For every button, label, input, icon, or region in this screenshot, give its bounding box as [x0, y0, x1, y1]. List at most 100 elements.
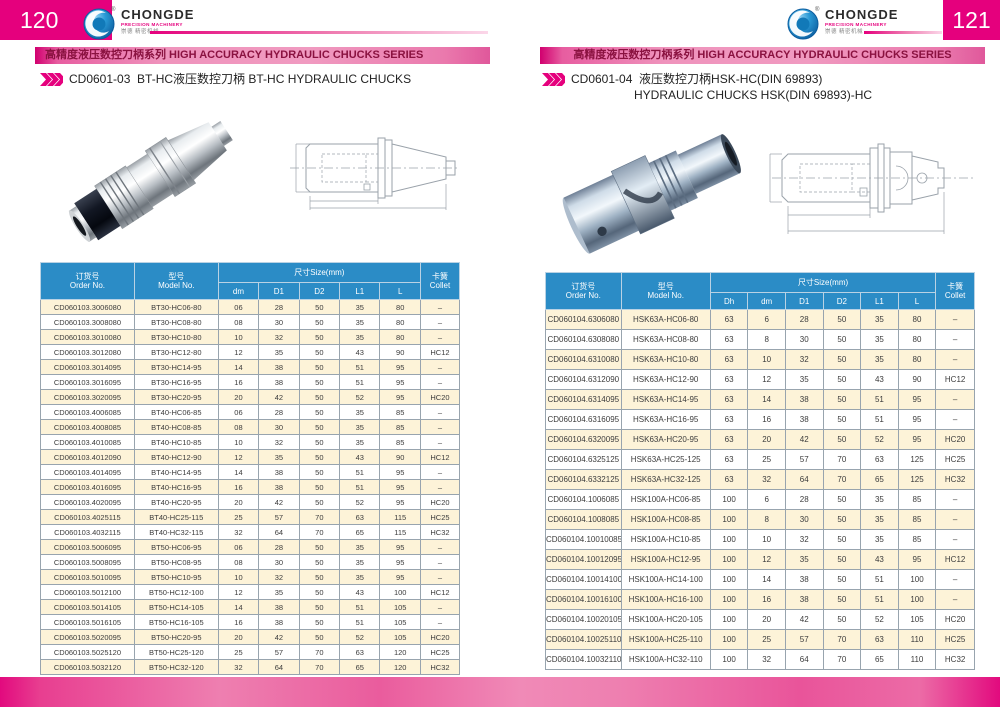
table-cell: BT50-HC16-105 — [133, 614, 219, 630]
table-cell: 42 — [258, 494, 300, 510]
table-cell: 42 — [258, 389, 300, 405]
table-cell: HC32 — [935, 469, 975, 490]
table-row: CD060104.6314095 HSK63A-HC14-95 63 14 38 50 51… — [545, 389, 975, 410]
table-cell: 50 — [298, 569, 341, 585]
table-row: CD060103.4008085 BT40-HC08-85 08 30 50 35 85– — [40, 419, 461, 435]
table-cell: 80 — [379, 314, 421, 330]
table-cell: 43 — [860, 549, 899, 570]
col-header-dm: dm — [747, 292, 786, 310]
table-cell: – — [419, 614, 461, 630]
table-cell: 115 — [379, 509, 421, 525]
table-cell: CD060103.4020095 — [40, 494, 135, 510]
table-cell: 50 — [822, 609, 862, 630]
table-cell: 35 — [339, 314, 381, 330]
table-cell: 6 — [747, 309, 786, 330]
table-cell: 50 — [822, 389, 862, 410]
table-cell: 110 — [897, 629, 937, 650]
table-cell: 16 — [217, 479, 260, 495]
table-cell: 85 — [897, 489, 937, 510]
table-cell: CD060104.6320095 — [545, 429, 622, 450]
brand-tagline: PRECISION MACHINERY — [121, 22, 183, 27]
table-cell: 50 — [298, 629, 341, 645]
col-header-size: 尺寸Size(mm) — [709, 272, 937, 293]
table-cell: HC20 — [935, 429, 975, 450]
table-cell: BT40-HC06-85 — [133, 404, 219, 420]
table-cell: 50 — [298, 344, 341, 360]
table-row: CD060104.10020105 HSK100A-HC20-105 100 20 42… — [545, 609, 975, 630]
table-cell: HC12 — [419, 584, 461, 600]
table-cell: 14 — [747, 569, 786, 590]
table-cell: 28 — [258, 404, 300, 420]
table-cell: 105 — [897, 609, 937, 630]
table-row: CD060103.3006080 BT30-HC06-80 06 28 50 35 80– — [40, 299, 461, 315]
hsk-spec-table: 订货号 Order No. 型号 Model No. 尺寸Size(mm) 卡簧 Colle… — [545, 272, 975, 670]
table-cell: HC32 — [935, 649, 975, 670]
table-cell: HC20 — [419, 494, 461, 510]
table-cell: – — [419, 359, 461, 375]
hsk-chuck-photo — [562, 134, 741, 254]
col-header-size: 尺寸Size(mm) — [217, 262, 421, 283]
table-cell: 51 — [339, 599, 381, 615]
table-row: CD060104.6316095 HSK63A-HC16-95 63 16 38 50 51… — [545, 409, 975, 430]
table-cell: 35 — [339, 419, 381, 435]
table-row: CD060104.6310080 HSK63A-HC10-80 63 10 32 50 35… — [545, 349, 975, 370]
table-cell: 50 — [298, 449, 341, 465]
table-cell: 63 — [709, 389, 749, 410]
table-cell: 35 — [860, 489, 899, 510]
table-cell: 80 — [379, 299, 421, 315]
table-cell: 16 — [217, 614, 260, 630]
table-cell: CD060104.6312090 — [545, 369, 622, 390]
table-cell: – — [419, 314, 461, 330]
table-cell: CD060103.4016095 — [40, 479, 135, 495]
table-cell: – — [935, 589, 975, 610]
table-cell: 38 — [258, 479, 300, 495]
table-cell: – — [419, 299, 461, 315]
table-row: CD060103.3008080 BT30-HC08-80 08 30 50 35 80– — [40, 314, 461, 330]
section-title-text: CD0601-03 BT-HC液压数控刀柄 BT-HC HYDRAULIC CH… — [69, 72, 411, 88]
table-cell: BT50-HC12-100 — [133, 584, 219, 600]
table-cell: 43 — [339, 344, 381, 360]
table-cell: 50 — [822, 549, 862, 570]
page-number: 121 — [943, 0, 1000, 40]
table-cell: 125 — [897, 449, 937, 470]
table-cell: 16 — [747, 589, 786, 610]
table-cell: 57 — [258, 509, 300, 525]
table-cell: 06 — [217, 539, 260, 555]
table-cell: HC25 — [935, 629, 975, 650]
table-cell: 35 — [784, 549, 824, 570]
table-cell: HSK100A-HC32-110 — [620, 649, 711, 670]
table-cell: HC25 — [935, 449, 975, 470]
table-cell: CD060103.3010080 — [40, 329, 135, 345]
table-cell: CD060103.4010085 — [40, 434, 135, 450]
table-cell: 51 — [860, 589, 899, 610]
table-row: CD060103.5010095 BT50-HC10-95 10 32 50 35 95– — [40, 569, 461, 585]
table-cell: CD060103.4014095 — [40, 464, 135, 480]
table-cell: 38 — [258, 599, 300, 615]
table-cell: 32 — [217, 524, 260, 540]
table-cell: 51 — [339, 479, 381, 495]
table-cell: 50 — [822, 309, 862, 330]
table-cell: BT30-HC14-95 — [133, 359, 219, 375]
table-cell: 30 — [258, 554, 300, 570]
catalog-page-right: 121 ® CHONGDE PRECISION MACHINERY 崇德 精密机… — [500, 0, 1000, 707]
table-cell: HC32 — [419, 659, 461, 675]
bt-chuck-drawing — [290, 137, 460, 210]
table-cell: – — [419, 464, 461, 480]
table-row: CD060104.10012095 HSK100A-HC12-95 100 12 35 5… — [545, 549, 975, 570]
section-title-text: CD0601-04 液压数控刀柄HSK-HC(DIN 69893) HYDRAU… — [571, 72, 872, 103]
section-name: BT-HC液压数控刀柄 BT-HC HYDRAULIC CHUCKS — [137, 72, 412, 86]
table-cell: – — [935, 489, 975, 510]
table-cell: HC12 — [935, 549, 975, 570]
table-cell: 70 — [298, 659, 341, 675]
table-row: CD060103.3010080 BT30-HC10-80 10 32 50 35 80– — [40, 329, 461, 345]
table-cell: – — [935, 509, 975, 530]
table-cell: 20 — [217, 629, 260, 645]
table-cell: HSK100A-HC16-100 — [620, 589, 711, 610]
table-cell: 105 — [379, 629, 421, 645]
table-cell: 14 — [747, 389, 786, 410]
table-cell: CD060103.5025120 — [40, 644, 135, 660]
table-cell: 105 — [379, 599, 421, 615]
table-cell: CD060103.4008085 — [40, 419, 135, 435]
table-cell: 52 — [339, 389, 381, 405]
table-cell: 51 — [339, 374, 381, 390]
